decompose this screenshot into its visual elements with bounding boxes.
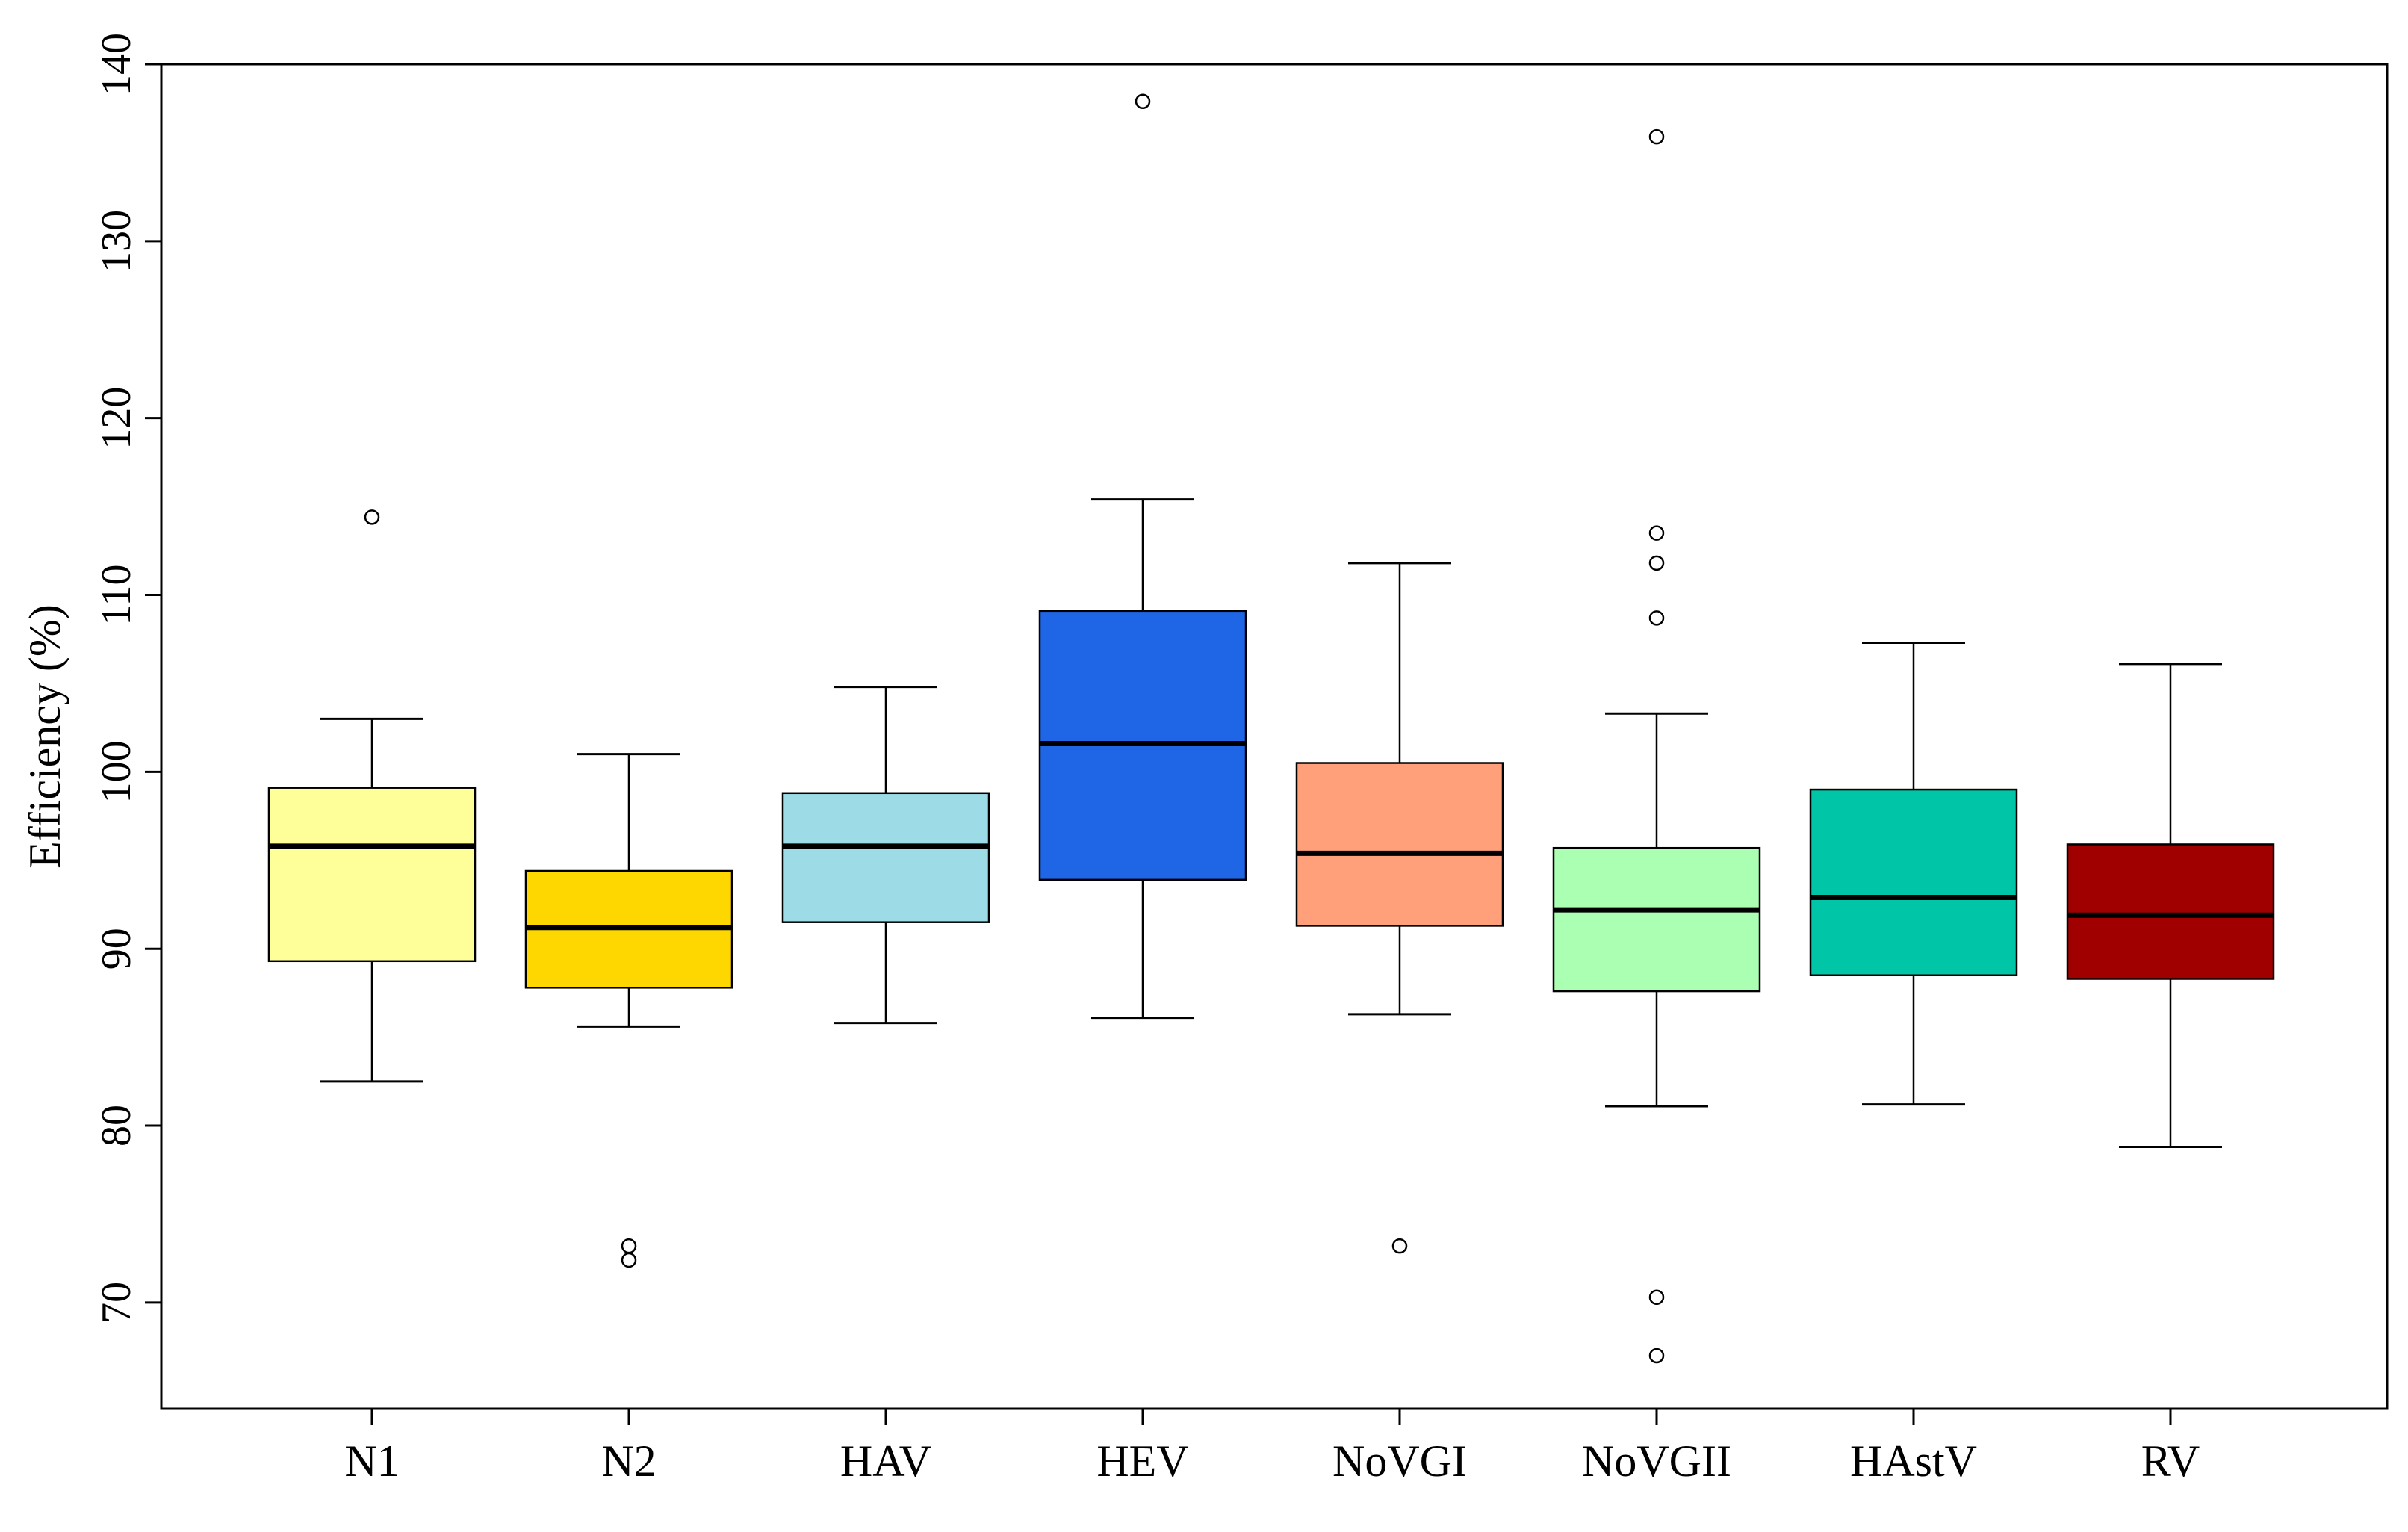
x-tick-label: NoVGI bbox=[1332, 1436, 1467, 1486]
outlier-point bbox=[1135, 93, 1151, 109]
x-tick-label: HEV bbox=[1096, 1436, 1188, 1486]
outlier-point bbox=[1648, 525, 1665, 541]
x-tick-label: HAstV bbox=[1850, 1436, 1977, 1486]
y-tick-label: 120 bbox=[93, 387, 140, 450]
iqr-box bbox=[1809, 788, 2018, 976]
y-tick-label: 110 bbox=[93, 565, 140, 626]
outlier-point bbox=[1648, 555, 1665, 571]
x-tick-label: HAV bbox=[840, 1436, 931, 1486]
outlier-point bbox=[1391, 1238, 1408, 1254]
outlier-point bbox=[1648, 128, 1665, 145]
iqr-box bbox=[267, 787, 477, 963]
plot-frame bbox=[160, 63, 2389, 1410]
y-axis: 70 80 90 100 110 120 130 140 bbox=[93, 33, 161, 1324]
y-tick-label: 70 bbox=[93, 1282, 140, 1324]
box-group bbox=[1295, 562, 1504, 1254]
box-group bbox=[1809, 641, 2018, 1106]
box-group bbox=[781, 686, 990, 1025]
y-tick-label: 90 bbox=[93, 928, 140, 970]
outlier-point bbox=[1648, 1348, 1665, 1364]
box-group bbox=[267, 509, 477, 1083]
outlier-point bbox=[621, 1252, 637, 1268]
y-axis-title: Efficiency (%) bbox=[20, 604, 69, 869]
outlier-point bbox=[621, 1238, 637, 1254]
box-group bbox=[524, 753, 733, 1268]
outlier-point bbox=[1648, 1289, 1665, 1306]
y-tick-label: 100 bbox=[93, 740, 140, 803]
iqr-box bbox=[1295, 762, 1504, 927]
x-tick-label: N2 bbox=[601, 1436, 656, 1486]
iqr-box bbox=[2066, 843, 2275, 980]
box-group bbox=[2066, 663, 2275, 1148]
y-tick-label: 130 bbox=[93, 210, 140, 273]
iqr-box bbox=[781, 792, 990, 923]
box-group bbox=[1038, 93, 1247, 1020]
outlier-point bbox=[364, 509, 380, 525]
iqr-box bbox=[1552, 846, 1761, 993]
outlier-point bbox=[1648, 610, 1665, 626]
box-group bbox=[1552, 128, 1761, 1364]
x-tick-label: NoVGII bbox=[1582, 1436, 1731, 1486]
x-tick-label: N1 bbox=[344, 1436, 399, 1486]
box-series bbox=[267, 93, 2275, 1364]
x-axis: N1 N2 HAV HEV NoVGI NoVGII HAstV RV bbox=[344, 1409, 2200, 1486]
y-tick-label: 80 bbox=[93, 1105, 140, 1147]
x-tick-label: RV bbox=[2141, 1436, 2200, 1486]
y-tick-label: 140 bbox=[93, 33, 140, 96]
